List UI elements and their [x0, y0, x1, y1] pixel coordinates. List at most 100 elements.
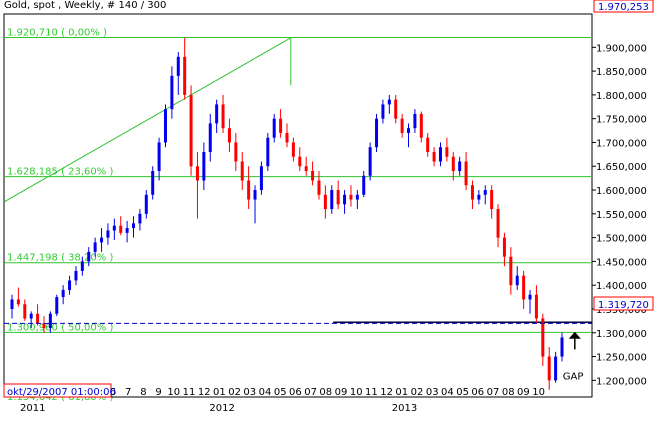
- candle-body: [176, 56, 180, 76]
- candle-body: [183, 56, 187, 95]
- x-month-label: 06: [289, 387, 302, 398]
- candle-body: [144, 194, 148, 214]
- candle-body: [215, 104, 219, 124]
- x-year-label: 2011: [20, 403, 45, 414]
- candle-body: [426, 137, 430, 152]
- candle-body: [55, 297, 59, 314]
- trend-lines: [3, 37, 592, 324]
- candle-body: [509, 256, 513, 286]
- x-month-label: 06: [471, 387, 484, 398]
- candle-body: [157, 142, 161, 172]
- current-price-box: [593, 296, 654, 311]
- candle-body: [317, 180, 321, 195]
- candle-body: [170, 75, 174, 110]
- candle-body: [387, 99, 391, 105]
- candle-body: [534, 294, 538, 319]
- y-tick-label: 1.200,000: [596, 376, 647, 387]
- top-right-value-box: [593, 0, 654, 13]
- x-month-label: 03: [243, 387, 256, 398]
- candle-body: [394, 99, 398, 119]
- candle-body: [368, 147, 372, 176]
- candle-body: [68, 280, 72, 290]
- y-tick-label: 1.550,000: [596, 210, 647, 221]
- x-month-label: 01: [395, 387, 408, 398]
- candle-body: [202, 151, 206, 181]
- y-tick-label: 1.400,000: [596, 281, 647, 292]
- candle-body: [227, 128, 231, 143]
- candle-body: [547, 356, 551, 381]
- candle-body: [560, 337, 564, 357]
- candle-body: [80, 261, 84, 271]
- candle-body: [451, 156, 455, 172]
- y-tick-label: 1.900,000: [596, 43, 647, 54]
- candle-body: [29, 313, 33, 319]
- y-tick-label: 1.800,000: [596, 91, 647, 102]
- candle-body: [330, 190, 334, 210]
- candle-body: [234, 142, 238, 162]
- candle-body: [336, 190, 340, 205]
- candle-body: [10, 299, 14, 309]
- candle-body: [381, 104, 385, 119]
- candle-body: [528, 294, 532, 300]
- candle-body: [285, 132, 289, 143]
- candle-body: [477, 194, 481, 200]
- candle-body: [208, 123, 212, 152]
- candle-body: [16, 299, 20, 305]
- candle-body: [298, 156, 302, 167]
- candle-body: [323, 194, 327, 210]
- candle-body: [151, 171, 155, 195]
- candle-body: [163, 109, 167, 143]
- candle-body: [490, 190, 494, 210]
- candle-body: [496, 209, 500, 238]
- x-month-label: 12: [198, 387, 211, 398]
- y-tick-label: 1.650,000: [596, 162, 647, 173]
- x-month-label: 10: [167, 387, 180, 398]
- candle-body: [554, 356, 558, 381]
- y-axis: 1.900,000 1.850,000 1.800,000 1.750,000 1.70…: [592, 43, 647, 387]
- x-month-label: 6: [110, 387, 116, 398]
- fib-level-label: 1.300,960 ( 50,00% ): [7, 322, 113, 333]
- candle-body: [61, 289, 65, 298]
- y-tick-label: 1.600,000: [596, 186, 647, 197]
- candle-body: [438, 147, 442, 162]
- candle-body: [407, 128, 411, 133]
- y-tick-label: 1.500,000: [596, 234, 647, 245]
- x-month-label: 07: [487, 387, 500, 398]
- candle-body: [400, 118, 404, 133]
- candle-body: [74, 270, 78, 281]
- x-year-label: 2013: [392, 403, 417, 414]
- x-month-label: 11: [365, 387, 378, 398]
- x-month-label: 04: [441, 387, 454, 398]
- candle-body: [541, 318, 545, 357]
- x-month-label: 08: [319, 387, 332, 398]
- top-right-value: 1.970,253: [598, 2, 649, 13]
- x-month-label: 12: [380, 387, 393, 398]
- candlestick-series: [10, 37, 564, 390]
- x-month-label: 09: [335, 387, 348, 398]
- candle-body: [132, 223, 136, 229]
- x-month-label: 9: [155, 387, 161, 398]
- candle-body: [522, 275, 526, 300]
- candle-body: [432, 151, 436, 162]
- candle-body: [42, 323, 46, 329]
- x-month-label: 07: [304, 387, 317, 398]
- x-year-label: 2012: [209, 403, 234, 414]
- fib-level-label: 1.447,198 ( 38,20% ): [7, 253, 113, 264]
- x-month-label: 05: [456, 387, 469, 398]
- gap-arrow-head: [568, 331, 581, 339]
- candle-body: [419, 113, 423, 138]
- fib-level-label: 1.920,710 ( 0,00% ): [7, 27, 107, 38]
- candle-body: [87, 251, 91, 262]
- x-month-label: 11: [183, 387, 196, 398]
- x-month-label: 04: [259, 387, 272, 398]
- x-axis: 6 7 8 9 10 11 12 01 02 03 04 05 06 07 08 09 10 11 12 01 02 03…: [4, 387, 592, 414]
- candle-body: [23, 304, 27, 319]
- cursor-date-box: [3, 383, 112, 398]
- candle-body: [502, 237, 506, 257]
- candle-body: [362, 175, 366, 195]
- candle-body: [189, 94, 193, 167]
- candle-body: [106, 230, 110, 238]
- x-month-label: 10: [532, 387, 545, 398]
